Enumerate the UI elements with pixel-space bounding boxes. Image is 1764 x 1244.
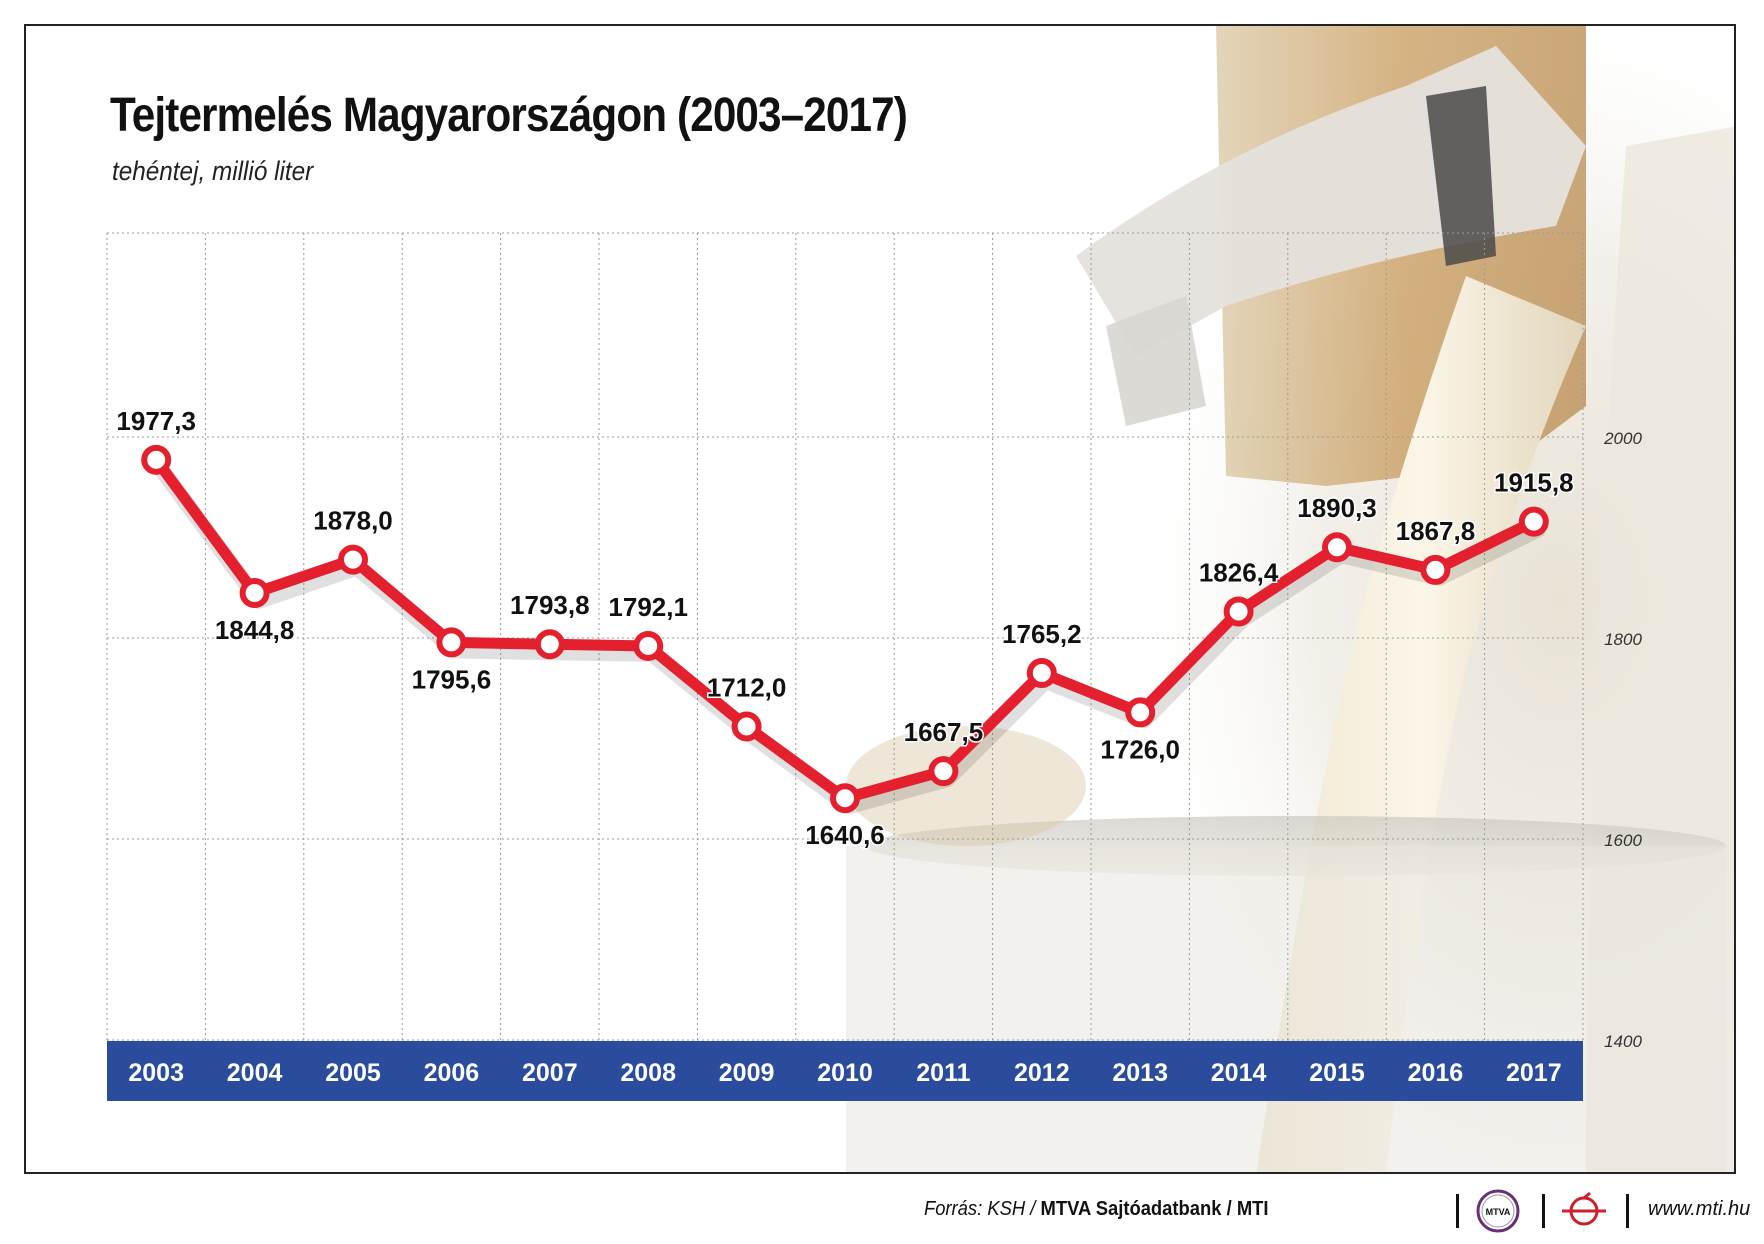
data-line-layer [141, 444, 1549, 815]
grid-layer [106, 232, 1584, 1041]
line-chart: 2003 2004 2005 2006 2007 2008 2009 2010 2011 2012… [106, 232, 1642, 1101]
data-point [830, 783, 860, 814]
x-tick-label: 2004 [227, 1059, 283, 1087]
x-tick-label: 2010 [817, 1059, 873, 1087]
data-label: 1765,2 [1002, 619, 1082, 649]
x-tick-label: 2007 [522, 1059, 578, 1087]
infographic-frame: Tejtermelés Magyarországon (2003–2017) t… [24, 24, 1736, 1174]
x-tick-label: 2012 [1014, 1059, 1070, 1087]
x-tick-label: 2009 [719, 1059, 775, 1087]
footer: Forrás: KSH / MTVA Sajtóadatbank / MTI M… [0, 1176, 1764, 1244]
x-tick-label: 2017 [1506, 1059, 1562, 1087]
data-label: 1792,1 [608, 592, 688, 622]
mti-logo-icon [1562, 1191, 1606, 1226]
y-axis-right: 1400 1600 1800 2000 [1603, 429, 1642, 1051]
website-link[interactable]: www.mti.hu [1648, 1198, 1751, 1220]
x-tick-label: 2005 [325, 1059, 381, 1087]
x-axis-band-bg [107, 1041, 1583, 1101]
x-tick-label: 2003 [128, 1059, 184, 1087]
x-tick-label: 2006 [424, 1059, 480, 1087]
source-prefix: Forrás: KSH / [923, 1198, 1041, 1220]
data-point [928, 756, 959, 787]
chart-subtitle: tehéntej, millió liter [112, 156, 314, 186]
y-tick-label: 2000 [1603, 429, 1642, 448]
chart-title: Tejtermelés Magyarországon (2003–2017) [110, 89, 908, 142]
data-label: 1915,8 [1494, 468, 1574, 498]
data-label: 1844,8 [215, 615, 295, 645]
x-tick-label: 2015 [1309, 1059, 1365, 1087]
data-label: 1726,0 [1100, 734, 1180, 764]
data-label: 1795,6 [412, 664, 492, 694]
y-tick-label: 1600 [1604, 831, 1642, 850]
x-tick-label: 2008 [620, 1059, 676, 1087]
data-point [731, 711, 762, 742]
data-point [1026, 657, 1057, 688]
x-tick-label: 2016 [1408, 1059, 1464, 1087]
data-label: 1826,4 [1199, 557, 1279, 587]
footer-separator [1456, 1194, 1459, 1228]
footer-separator [1542, 1194, 1545, 1228]
data-point [1518, 506, 1549, 537]
data-label: 1640,6 [805, 820, 885, 850]
data-point [633, 630, 664, 661]
data-point [534, 629, 565, 660]
x-tick-label: 2013 [1112, 1059, 1168, 1087]
data-label: 1890,3 [1297, 493, 1377, 523]
mtva-logo-text: MTVA [1486, 1207, 1511, 1217]
x-tick-label: 2014 [1211, 1059, 1267, 1087]
data-label: 1977,3 [116, 406, 196, 436]
source-credit: Forrás: KSH / MTVA Sajtóadatbank / MTI [923, 1198, 1268, 1221]
y-tick-label: 1800 [1604, 630, 1642, 649]
data-label: 1878,0 [313, 506, 393, 536]
y-tick-label: 1400 [1604, 1032, 1642, 1051]
data-point [1223, 596, 1254, 627]
x-tick-label: 2011 [916, 1059, 970, 1087]
data-point [338, 544, 368, 575]
data-label: 1867,8 [1396, 516, 1476, 546]
data-label-layer: 1977,3 1844,8 1878,0 1795,6 1793,8 1792,1 1712… [115, 404, 1575, 851]
footer-separator [1626, 1194, 1629, 1228]
data-point [436, 627, 467, 658]
x-axis-band: 2003 2004 2005 2006 2007 2008 2009 2010 2011 2012… [107, 1041, 1583, 1101]
data-point [1125, 697, 1156, 728]
data-point [1420, 554, 1451, 585]
data-label: 1793,8 [510, 590, 590, 620]
data-label: 1667,5 [904, 717, 984, 747]
source-agency: MTVA Sajtóadatbank / MTI [1040, 1198, 1268, 1220]
mtva-logo-icon: MTVA [1476, 1189, 1520, 1233]
data-point [1322, 532, 1352, 563]
data-point [239, 577, 270, 608]
data-point [141, 444, 172, 475]
data-label: 1712,0 [707, 672, 787, 702]
